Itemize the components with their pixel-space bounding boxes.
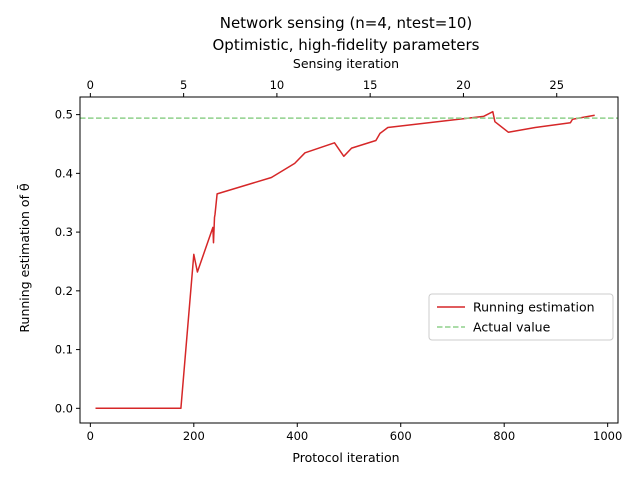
top-tick-label: 10 (270, 78, 285, 92)
y-tick-label: 0.1 (55, 343, 73, 357)
x-tick-label: 0 (87, 429, 94, 443)
y-tick-label: 0.5 (55, 108, 73, 122)
x-tick-label: 1000 (593, 429, 622, 443)
plot-area (79, 96, 619, 424)
x-axis-label: Protocol iteration (292, 450, 399, 465)
legend: Running estimation Actual value (428, 293, 614, 341)
y-tick-label: 0.3 (55, 225, 73, 239)
y-tick-label: 0.0 (55, 401, 73, 415)
legend-box (428, 293, 614, 341)
top-tick-label: 20 (456, 78, 471, 92)
legend-label: Running estimation (473, 300, 595, 315)
y-tick-label: 0.4 (55, 166, 73, 180)
chart-title: Network sensing (n=4, ntest=10) (220, 14, 473, 32)
y-axis-label: Running estimation of θ̄ (17, 183, 32, 332)
y-tick-label: 0.2 (55, 284, 73, 298)
legend-label: Actual value (473, 320, 551, 335)
chart-subtitle: Optimistic, high-fidelity parameters (213, 36, 480, 54)
x-tick-label: 200 (183, 429, 205, 443)
top-tick-label: 15 (363, 78, 378, 92)
top-tick-label: 5 (180, 78, 187, 92)
top-axis-label: Sensing iteration (293, 56, 399, 71)
axis-ticks: 0 200 400 600 800 1000 0.0 0.1 0.2 0.3 0.4 0.5 0 5 10 1… (55, 78, 623, 443)
x-tick-label: 600 (390, 429, 412, 443)
top-tick-label: 25 (549, 78, 564, 92)
plot-frame (79, 96, 619, 424)
series-line-running-estimation (95, 110, 595, 410)
x-tick-label: 800 (493, 429, 515, 443)
x-tick-label: 400 (286, 429, 308, 443)
top-tick-label: 0 (87, 78, 94, 92)
